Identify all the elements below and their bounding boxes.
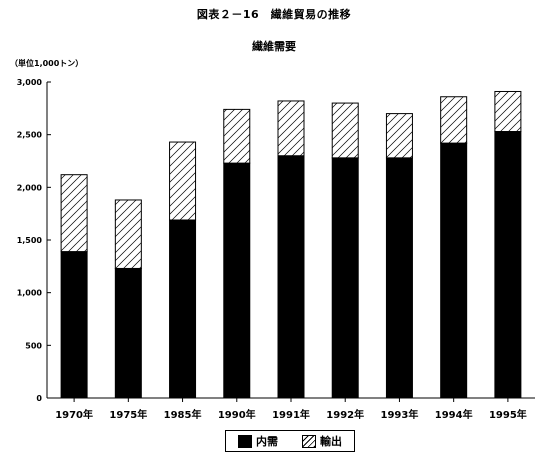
y-tick-label: 2,500: [17, 131, 43, 140]
tick-labels: 0 500 1,000 1,500 2,000 2,500 3,000 1970年 1975年 1…: [17, 78, 527, 421]
x-tick-label: 1993年: [381, 408, 419, 421]
bar-domestic: [277, 155, 305, 399]
bar-domestic: [169, 219, 197, 399]
bar-export: [60, 174, 88, 253]
bar-export: [277, 100, 305, 157]
chart: 0 500 1,000 1,500 2,000 2,500 3,000 1970年 1975年 1…: [17, 78, 535, 421]
legend-swatch-solid: [238, 434, 252, 448]
y-tick-label: 500: [25, 341, 42, 350]
bar-export: [385, 113, 413, 159]
bar-export: [331, 102, 359, 159]
legend-label-domestic: 内需: [256, 435, 278, 448]
bar-domestic: [223, 162, 251, 399]
y-tick-label: 1,000: [17, 289, 43, 298]
legend: 内需 輸出: [225, 430, 355, 452]
bar-domestic: [494, 131, 522, 399]
bar-domestic: [331, 157, 359, 399]
chart-title: 繊維需要: [252, 40, 296, 53]
bar-domestic: [440, 142, 468, 399]
x-tick-label: 1985年: [164, 408, 202, 421]
legend-swatch-hatch: [302, 434, 316, 448]
unit-label: （単位1,000トン）: [10, 59, 84, 68]
x-tick-label: 1994年: [435, 408, 473, 421]
bar-domestic: [114, 267, 142, 399]
x-tick-label: 1990年: [218, 408, 256, 421]
figure-title: 図表２－16 繊維貿易の推移: [196, 8, 352, 21]
bar-export: [223, 108, 251, 164]
bar-export: [494, 90, 522, 133]
x-tick-label: 1992年: [326, 408, 364, 421]
bar-export: [114, 199, 142, 269]
x-tick-label: 1995年: [489, 408, 527, 421]
bars: [60, 90, 522, 399]
x-tick-label: 1970年: [55, 408, 93, 421]
y-tick-label: 2,000: [17, 183, 43, 192]
y-tick-label: 3,000: [17, 78, 43, 87]
bar-domestic: [60, 251, 88, 399]
bar-export: [440, 96, 468, 144]
legend-item-export: 輸出: [302, 433, 342, 449]
y-tick-label: 1,500: [17, 236, 43, 245]
bar-domestic: [385, 157, 413, 399]
legend-item-domestic: 内需: [238, 433, 278, 449]
x-tick-label: 1991年: [272, 408, 310, 421]
x-tick-label: 1975年: [109, 408, 147, 421]
bar-export: [169, 141, 197, 221]
legend-label-export: 輸出: [320, 435, 342, 448]
y-tick-label: 0: [36, 394, 42, 403]
